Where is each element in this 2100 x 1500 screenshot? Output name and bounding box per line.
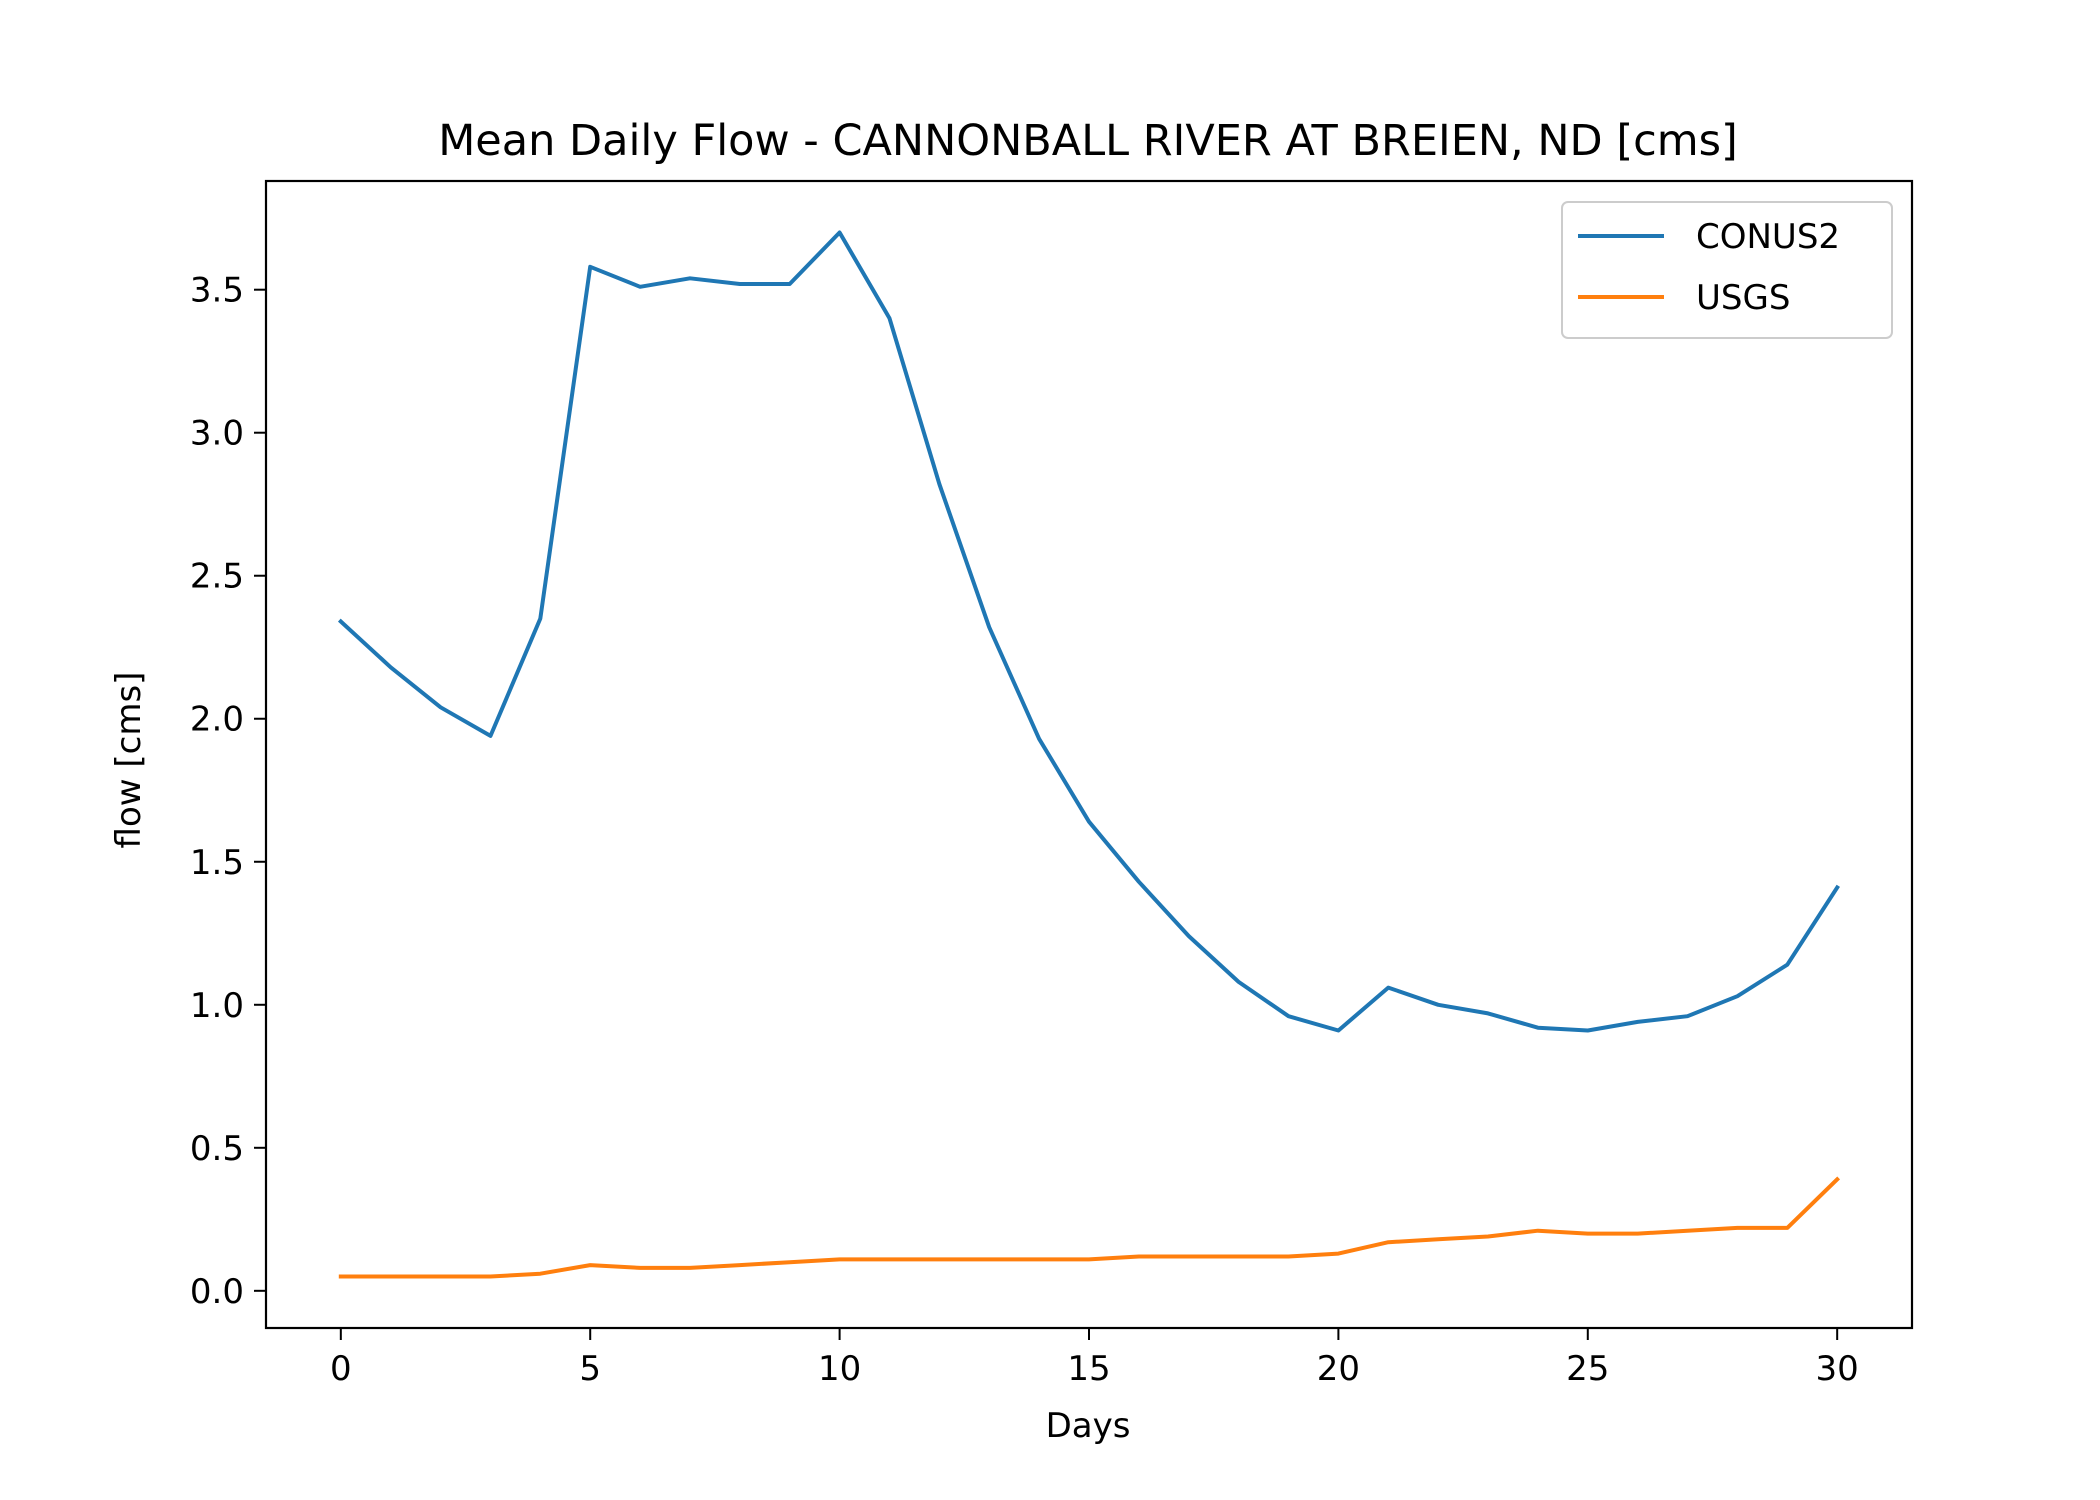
x-axis: 0 5 10 15 20 25 30 — [330, 1328, 1859, 1389]
x-axis-label: Days — [1046, 1406, 1131, 1446]
series-line-usgs — [338, 1176, 1841, 1279]
chart-title: Mean Daily Flow - CANNONBALL RIVER AT BR… — [438, 116, 1738, 166]
series-line-conus2 — [337, 230, 1840, 1033]
legend: CONUS2 USGS — [1561, 201, 1893, 339]
legend-label-usgs: USGS — [1696, 278, 1790, 318]
x-tick-label: 30 — [1816, 1349, 1859, 1389]
y-tick-label: 2.5 — [190, 557, 244, 597]
y-tick-label: 3.5 — [190, 271, 244, 311]
y-tick-label: 3.0 — [190, 414, 244, 454]
y-tick-label: 0.0 — [190, 1272, 244, 1312]
x-tick-label: 5 — [579, 1349, 601, 1389]
y-axis-label: flow [cms] — [109, 672, 149, 849]
y-tick-label: 2.0 — [190, 700, 244, 740]
y-axis: 0.0 0.5 1.0 1.5 2.0 2.5 3.0 3.5 — [190, 271, 266, 1312]
y-tick-label: 0.5 — [190, 1129, 244, 1169]
x-tick-label: 20 — [1317, 1349, 1360, 1389]
x-tick-label: 25 — [1566, 1349, 1609, 1389]
x-tick-label: 0 — [330, 1349, 352, 1389]
legend-label-conus2: CONUS2 — [1696, 217, 1840, 257]
y-tick-label: 1.5 — [190, 843, 244, 883]
y-tick-label: 1.0 — [190, 986, 244, 1026]
plot-lines — [337, 230, 1841, 1279]
x-tick-label: 10 — [818, 1349, 861, 1389]
x-tick-label: 15 — [1067, 1349, 1110, 1389]
